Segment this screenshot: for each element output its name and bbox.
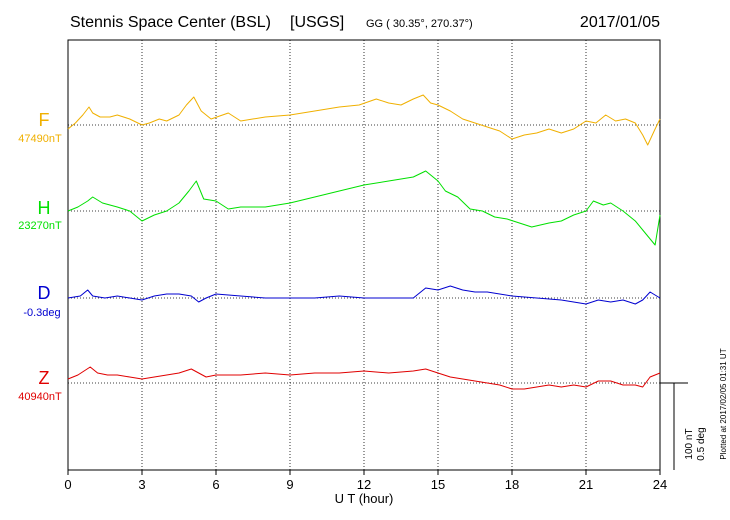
x-tick-label: 21 bbox=[579, 477, 593, 492]
agency-label: [USGS] bbox=[290, 14, 344, 31]
series-line-z bbox=[67, 366, 661, 390]
x-tick-label: 12 bbox=[357, 477, 371, 492]
coordinates-label: GG ( 30.35°, 270.37°) bbox=[366, 18, 473, 30]
scale-deg-label: 0.5 deg bbox=[696, 427, 707, 460]
x-tick-label: 3 bbox=[138, 477, 145, 492]
date-label: 2017/01/05 bbox=[580, 14, 660, 31]
scale-nt-label: 100 nT bbox=[684, 428, 695, 459]
series-group bbox=[67, 94, 661, 390]
x-tick-label: 24 bbox=[653, 477, 667, 492]
baseline-label-f: 47490nT bbox=[18, 133, 62, 145]
plot-frame bbox=[67, 39, 661, 471]
baseline-label-h: 23270nT bbox=[18, 220, 62, 232]
channel-label-d: D bbox=[38, 283, 51, 303]
channel-label-h: H bbox=[38, 198, 51, 218]
x-tick-label: 6 bbox=[212, 477, 219, 492]
plotted-note: Plotted at 2017/02/05 01:31 UT bbox=[719, 348, 728, 459]
x-tick-label: 15 bbox=[431, 477, 445, 492]
baseline-label-z: 40940nT bbox=[18, 391, 62, 403]
x-tick-label: 0 bbox=[64, 477, 71, 492]
channel-label-z: Z bbox=[39, 368, 50, 388]
vertical-grid bbox=[141, 40, 587, 470]
x-tick-label: 18 bbox=[505, 477, 519, 492]
station-title: Stennis Space Center (BSL) bbox=[70, 14, 271, 31]
series-line-h bbox=[67, 170, 661, 246]
series-line-f bbox=[67, 94, 661, 146]
x-axis-label: U T (hour) bbox=[335, 491, 394, 506]
x-tick-label: 9 bbox=[286, 477, 293, 492]
series-line-d bbox=[67, 285, 661, 305]
baseline-label-d: -0.3deg bbox=[23, 307, 60, 319]
channel-label-f: F bbox=[39, 110, 50, 130]
x-axis-ticks: 0 3 6 9 12 15 18 21 24 bbox=[64, 470, 667, 492]
